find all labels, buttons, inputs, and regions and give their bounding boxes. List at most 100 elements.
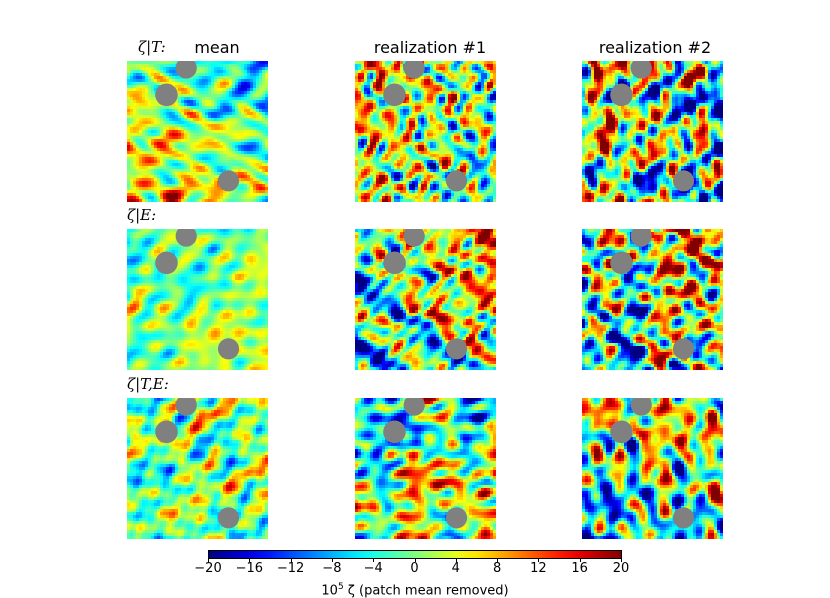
heatmap-cell xyxy=(424,166,428,170)
heatmap-cell xyxy=(481,154,485,158)
heatmap-cell xyxy=(151,82,155,86)
heatmap-cell xyxy=(391,127,395,131)
heatmap-cell xyxy=(265,94,268,98)
heatmap-cell xyxy=(403,115,407,119)
heatmap-cell xyxy=(160,157,164,161)
heatmap-cell xyxy=(400,70,404,74)
heatmap-cell xyxy=(172,103,176,107)
heatmap-cell xyxy=(199,133,203,137)
heatmap-cell xyxy=(199,124,203,128)
heatmap-cell xyxy=(454,130,458,134)
heatmap-cell xyxy=(597,133,601,137)
heatmap-cell xyxy=(253,136,257,140)
heatmap-cell xyxy=(217,184,221,188)
heatmap-cell xyxy=(615,130,619,134)
heatmap-cell xyxy=(247,124,251,128)
heatmap-cell xyxy=(442,166,446,170)
heatmap-cell xyxy=(202,100,206,104)
heatmap-cell xyxy=(594,145,598,149)
heatmap-cell xyxy=(424,148,428,152)
heatmap-cell xyxy=(238,157,242,161)
heatmap-cell xyxy=(358,172,362,176)
heatmap-cell xyxy=(445,91,449,95)
heatmap-cell xyxy=(220,88,224,92)
heatmap-cell xyxy=(415,91,419,95)
heatmap-cell xyxy=(361,100,365,104)
heatmap-cell xyxy=(439,112,443,116)
heatmap-cell xyxy=(142,190,146,194)
heatmap-cell xyxy=(217,76,221,80)
heatmap-cell xyxy=(226,67,230,71)
heatmap-cell xyxy=(412,88,416,92)
heatmap-cell xyxy=(585,64,589,68)
heatmap-cell xyxy=(594,130,598,134)
heatmap-cell xyxy=(436,154,440,158)
heatmap-cell xyxy=(262,139,266,143)
heatmap-cell xyxy=(433,124,437,128)
heatmap-cell xyxy=(400,184,404,188)
heatmap-cell xyxy=(418,118,422,122)
heatmap-cell xyxy=(370,163,374,167)
heatmap-cell xyxy=(385,145,389,149)
heatmap-cell xyxy=(364,133,368,137)
heatmap-cell xyxy=(367,112,371,116)
heatmap-cell xyxy=(157,163,161,167)
heatmap-cell xyxy=(181,97,185,101)
heatmap-cell xyxy=(157,139,161,143)
heatmap-cell xyxy=(256,175,260,179)
heatmap-cell xyxy=(493,103,496,107)
heatmap-cell xyxy=(145,178,149,182)
heatmap-cell xyxy=(615,187,619,191)
heatmap-cell xyxy=(367,124,371,128)
heatmap-cell xyxy=(205,64,209,68)
heatmap-cell xyxy=(382,88,386,92)
heatmap-cell xyxy=(202,118,206,122)
heatmap-cell xyxy=(184,127,188,131)
heatmap-cell xyxy=(217,115,221,119)
heatmap-cell xyxy=(361,193,365,197)
heatmap-cell xyxy=(169,190,173,194)
heatmap-cell xyxy=(214,70,218,74)
heatmap-cell xyxy=(145,91,149,95)
heatmap-cell xyxy=(250,91,254,95)
heatmap-cell xyxy=(373,124,377,128)
heatmap-cell xyxy=(600,88,604,92)
heatmap-cell xyxy=(364,79,368,83)
heatmap-cell xyxy=(588,115,592,119)
heatmap-cell xyxy=(199,88,203,92)
heatmap-cell xyxy=(445,94,449,98)
heatmap-cell xyxy=(484,106,488,110)
heatmap-cell xyxy=(355,106,359,110)
heatmap-cell xyxy=(364,142,368,146)
heatmap-cell xyxy=(612,151,616,155)
heatmap-cell xyxy=(208,88,212,92)
heatmap-cell xyxy=(130,118,134,122)
heatmap-cell xyxy=(199,151,203,155)
heatmap-cell xyxy=(196,148,200,152)
heatmap-cell xyxy=(469,187,473,191)
heatmap-cell xyxy=(600,154,604,158)
heatmap-cell xyxy=(433,73,437,77)
heatmap-cell xyxy=(615,148,619,152)
heatmap-cell xyxy=(594,184,598,188)
heatmap-cell xyxy=(400,163,404,167)
heatmap-cell xyxy=(588,187,592,191)
heatmap-cell xyxy=(466,103,470,107)
heatmap-cell xyxy=(163,196,167,200)
heatmap-cell xyxy=(427,127,431,131)
heatmap-cell xyxy=(184,187,188,191)
heatmap-cell xyxy=(606,136,610,140)
heatmap-cell xyxy=(250,196,254,200)
heatmap-cell xyxy=(151,103,155,107)
heatmap-cell xyxy=(451,166,455,170)
heatmap-cell xyxy=(358,124,362,128)
heatmap-cell xyxy=(406,91,410,95)
heatmap-cell xyxy=(475,79,479,83)
heatmap-cell xyxy=(385,130,389,134)
heatmap-cell xyxy=(127,175,131,179)
heatmap-cell xyxy=(367,160,371,164)
heatmap-cell xyxy=(208,79,212,83)
heatmap-cell xyxy=(603,106,607,110)
heatmap-cell xyxy=(262,136,266,140)
heatmap-cell xyxy=(385,154,389,158)
